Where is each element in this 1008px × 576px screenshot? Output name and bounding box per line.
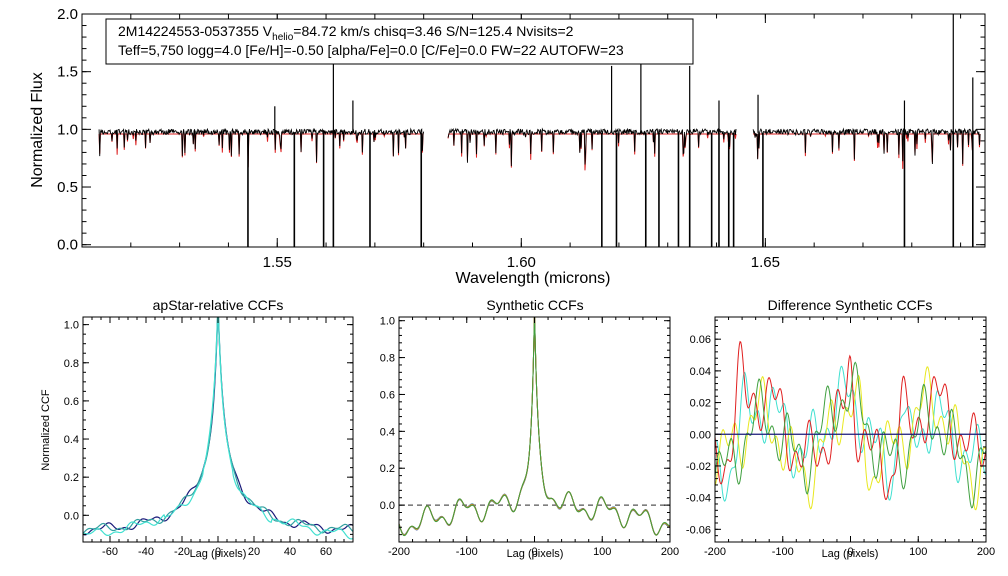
difference-ccf-series-1	[715, 366, 986, 511]
observed-spectrum-line	[752, 127, 981, 165]
y-tick-label: 0.6	[64, 396, 79, 408]
ccf-lines	[399, 317, 670, 537]
spectrum-frame	[81, 13, 986, 248]
apstar-ccf-axes: -60 -40 -20 0 20 40 60 0.0 0.2 0.4 0.6 0.8 1.0	[64, 317, 354, 558]
spectrum-panel: 1.55 1.60 1.65 0.0 0.5 1.0 1.5 2.0 Normalized F…	[29, 6, 986, 287]
model-spectrum-line	[98, 133, 424, 168]
y-tick-label: -0.04	[686, 493, 711, 505]
apstar-ccf-series-0	[83, 317, 353, 536]
x-tick-label: 1.65	[751, 254, 780, 271]
x-tick-label: 200	[661, 546, 679, 558]
synthetic-ccf-series-0	[399, 317, 670, 536]
synthetic-ccf-panel: Synthetic CCFs -200 -100 0 100 200 0.0 0.2 0.4 0…	[380, 297, 679, 560]
x-tick-label: 100	[909, 546, 927, 558]
y-tick-label: 0.5	[57, 179, 78, 196]
apstar-ccf-series-2	[83, 317, 353, 540]
x-tick-label: 100	[593, 546, 611, 558]
info-line-2: Teff=5,750 logg=4.0 [Fe/H]=-0.50 [alpha/…	[118, 42, 624, 58]
ccf-lines	[83, 317, 353, 540]
spectrum-lines	[98, 14, 981, 247]
info-line-1b: =84.72 km/s chisq=3.46 S/N=125.4 Nvisits…	[293, 23, 573, 39]
ccf-lines	[715, 340, 986, 511]
x-tick-label: -200	[388, 546, 410, 558]
synthetic-ccf-series-2	[399, 317, 670, 536]
x-tick-label: -60	[102, 546, 118, 558]
x-tick-label: 200	[977, 546, 995, 558]
spectrum-axes: 1.55 1.60 1.65 0.0 0.5 1.0 1.5 2.0	[57, 6, 985, 271]
difference-ccf-frame	[714, 316, 987, 543]
y-tick-label: -0.02	[686, 461, 711, 473]
x-tick-label: -100	[456, 546, 478, 558]
x-tick-label: -200	[704, 546, 726, 558]
synthetic-ccf-title: Synthetic CCFs	[486, 297, 583, 313]
difference-ccf-axes: -200 -100 0 100 200 -0.06 -0.04 -0.02 0.00 0.02 0.…	[686, 317, 995, 558]
y-tick-label: 1.0	[57, 121, 78, 138]
apstar-ccf-panel: apStar-relative CCFs -60 -40 -20 0 20 40 60 0.0…	[40, 297, 354, 560]
apstar-ccf-frame	[82, 316, 354, 543]
apstar-ccf-xlabel: Lag (pixels)	[190, 548, 247, 560]
synthetic-ccf-axes: -200 -100 0 100 200 0.0 0.2 0.4 0.6 0.8 1.0	[380, 316, 679, 558]
info-line-1a: 2M14224553-0537355 V	[118, 23, 273, 39]
info-box: 2M14224553-0537355 Vhelio=84.72 km/s chi…	[105, 18, 694, 65]
info-box-frame	[105, 18, 694, 65]
y-tick-label: 0.00	[690, 429, 711, 441]
x-tick-label: -20	[174, 546, 190, 558]
info-line-1: 2M14224553-0537355 Vhelio=84.72 km/s chi…	[118, 23, 574, 43]
x-tick-label: 1.60	[507, 254, 536, 271]
x-tick-label: 40	[284, 546, 296, 558]
y-tick-label: 0.06	[690, 334, 711, 346]
observed-spectrum-line	[98, 127, 425, 168]
y-tick-label: 0.0	[380, 500, 395, 512]
y-tick-label: 0.2	[64, 472, 79, 484]
y-tick-label: 0.0	[64, 510, 79, 522]
y-tick-label: 1.0	[64, 320, 79, 332]
y-tick-label: 0.0	[57, 237, 78, 254]
y-tick-label: -0.06	[686, 524, 711, 536]
spectrum-plot-area	[98, 14, 981, 247]
y-tick-label: 1.5	[57, 64, 78, 81]
difference-ccf-plot-area	[715, 340, 986, 511]
x-tick-label: 20	[248, 546, 260, 558]
difference-ccf-xlabel: Lag (pixels)	[822, 548, 879, 560]
y-tick-label: 0.4	[380, 426, 395, 438]
y-tick-label: 0.2	[380, 463, 395, 475]
difference-ccf-series-3	[715, 361, 986, 509]
apstar-ccf-ylabel: Normalized CCF	[40, 389, 52, 471]
synthetic-ccf-xlabel: Lag (pixels)	[507, 548, 564, 560]
y-tick-label: 0.04	[690, 366, 711, 378]
synthetic-ccf-series-3	[399, 317, 670, 536]
x-tick-label: 0	[847, 546, 853, 558]
y-tick-label: 1.0	[380, 316, 395, 328]
synthetic-ccf-frame	[398, 316, 671, 543]
y-tick-label: 0.8	[380, 353, 395, 365]
spectrum-ylabel: Normalized Flux	[29, 72, 46, 188]
apstar-ccf-series-1	[83, 317, 353, 534]
x-tick-label: -100	[772, 546, 794, 558]
synthetic-ccf-series-4	[399, 317, 670, 536]
apstar-ccf-plot-area	[83, 317, 353, 540]
synthetic-ccf-series-5	[399, 317, 670, 537]
x-tick-label: 0	[531, 546, 537, 558]
info-line-1-subscript: helio	[272, 32, 294, 43]
x-tick-label: 60	[320, 546, 332, 558]
difference-ccf-title: Difference Synthetic CCFs	[768, 297, 933, 313]
y-tick-label: 2.0	[57, 6, 78, 23]
y-tick-label: 0.6	[380, 389, 395, 401]
spectrum-xlabel: Wavelength (microns)	[455, 270, 610, 287]
synthetic-ccf-series-1	[399, 317, 670, 536]
synthetic-ccf-plot-area	[399, 317, 670, 537]
difference-ccf-panel: Difference Synthetic CCFs -200 -100 0 100 20…	[686, 297, 995, 560]
difference-ccf-series-2	[715, 340, 986, 501]
x-tick-label: -40	[138, 546, 154, 558]
x-tick-label: 1.55	[263, 254, 292, 271]
observed-spectrum-line	[447, 127, 737, 167]
x-tick-label: 0	[215, 546, 221, 558]
model-spectrum-line	[753, 132, 981, 169]
y-tick-label: 0.4	[64, 434, 79, 446]
y-tick-label: 0.8	[64, 358, 79, 370]
apstar-ccf-title: apStar-relative CCFs	[153, 297, 284, 313]
y-tick-label: 0.02	[690, 398, 711, 410]
